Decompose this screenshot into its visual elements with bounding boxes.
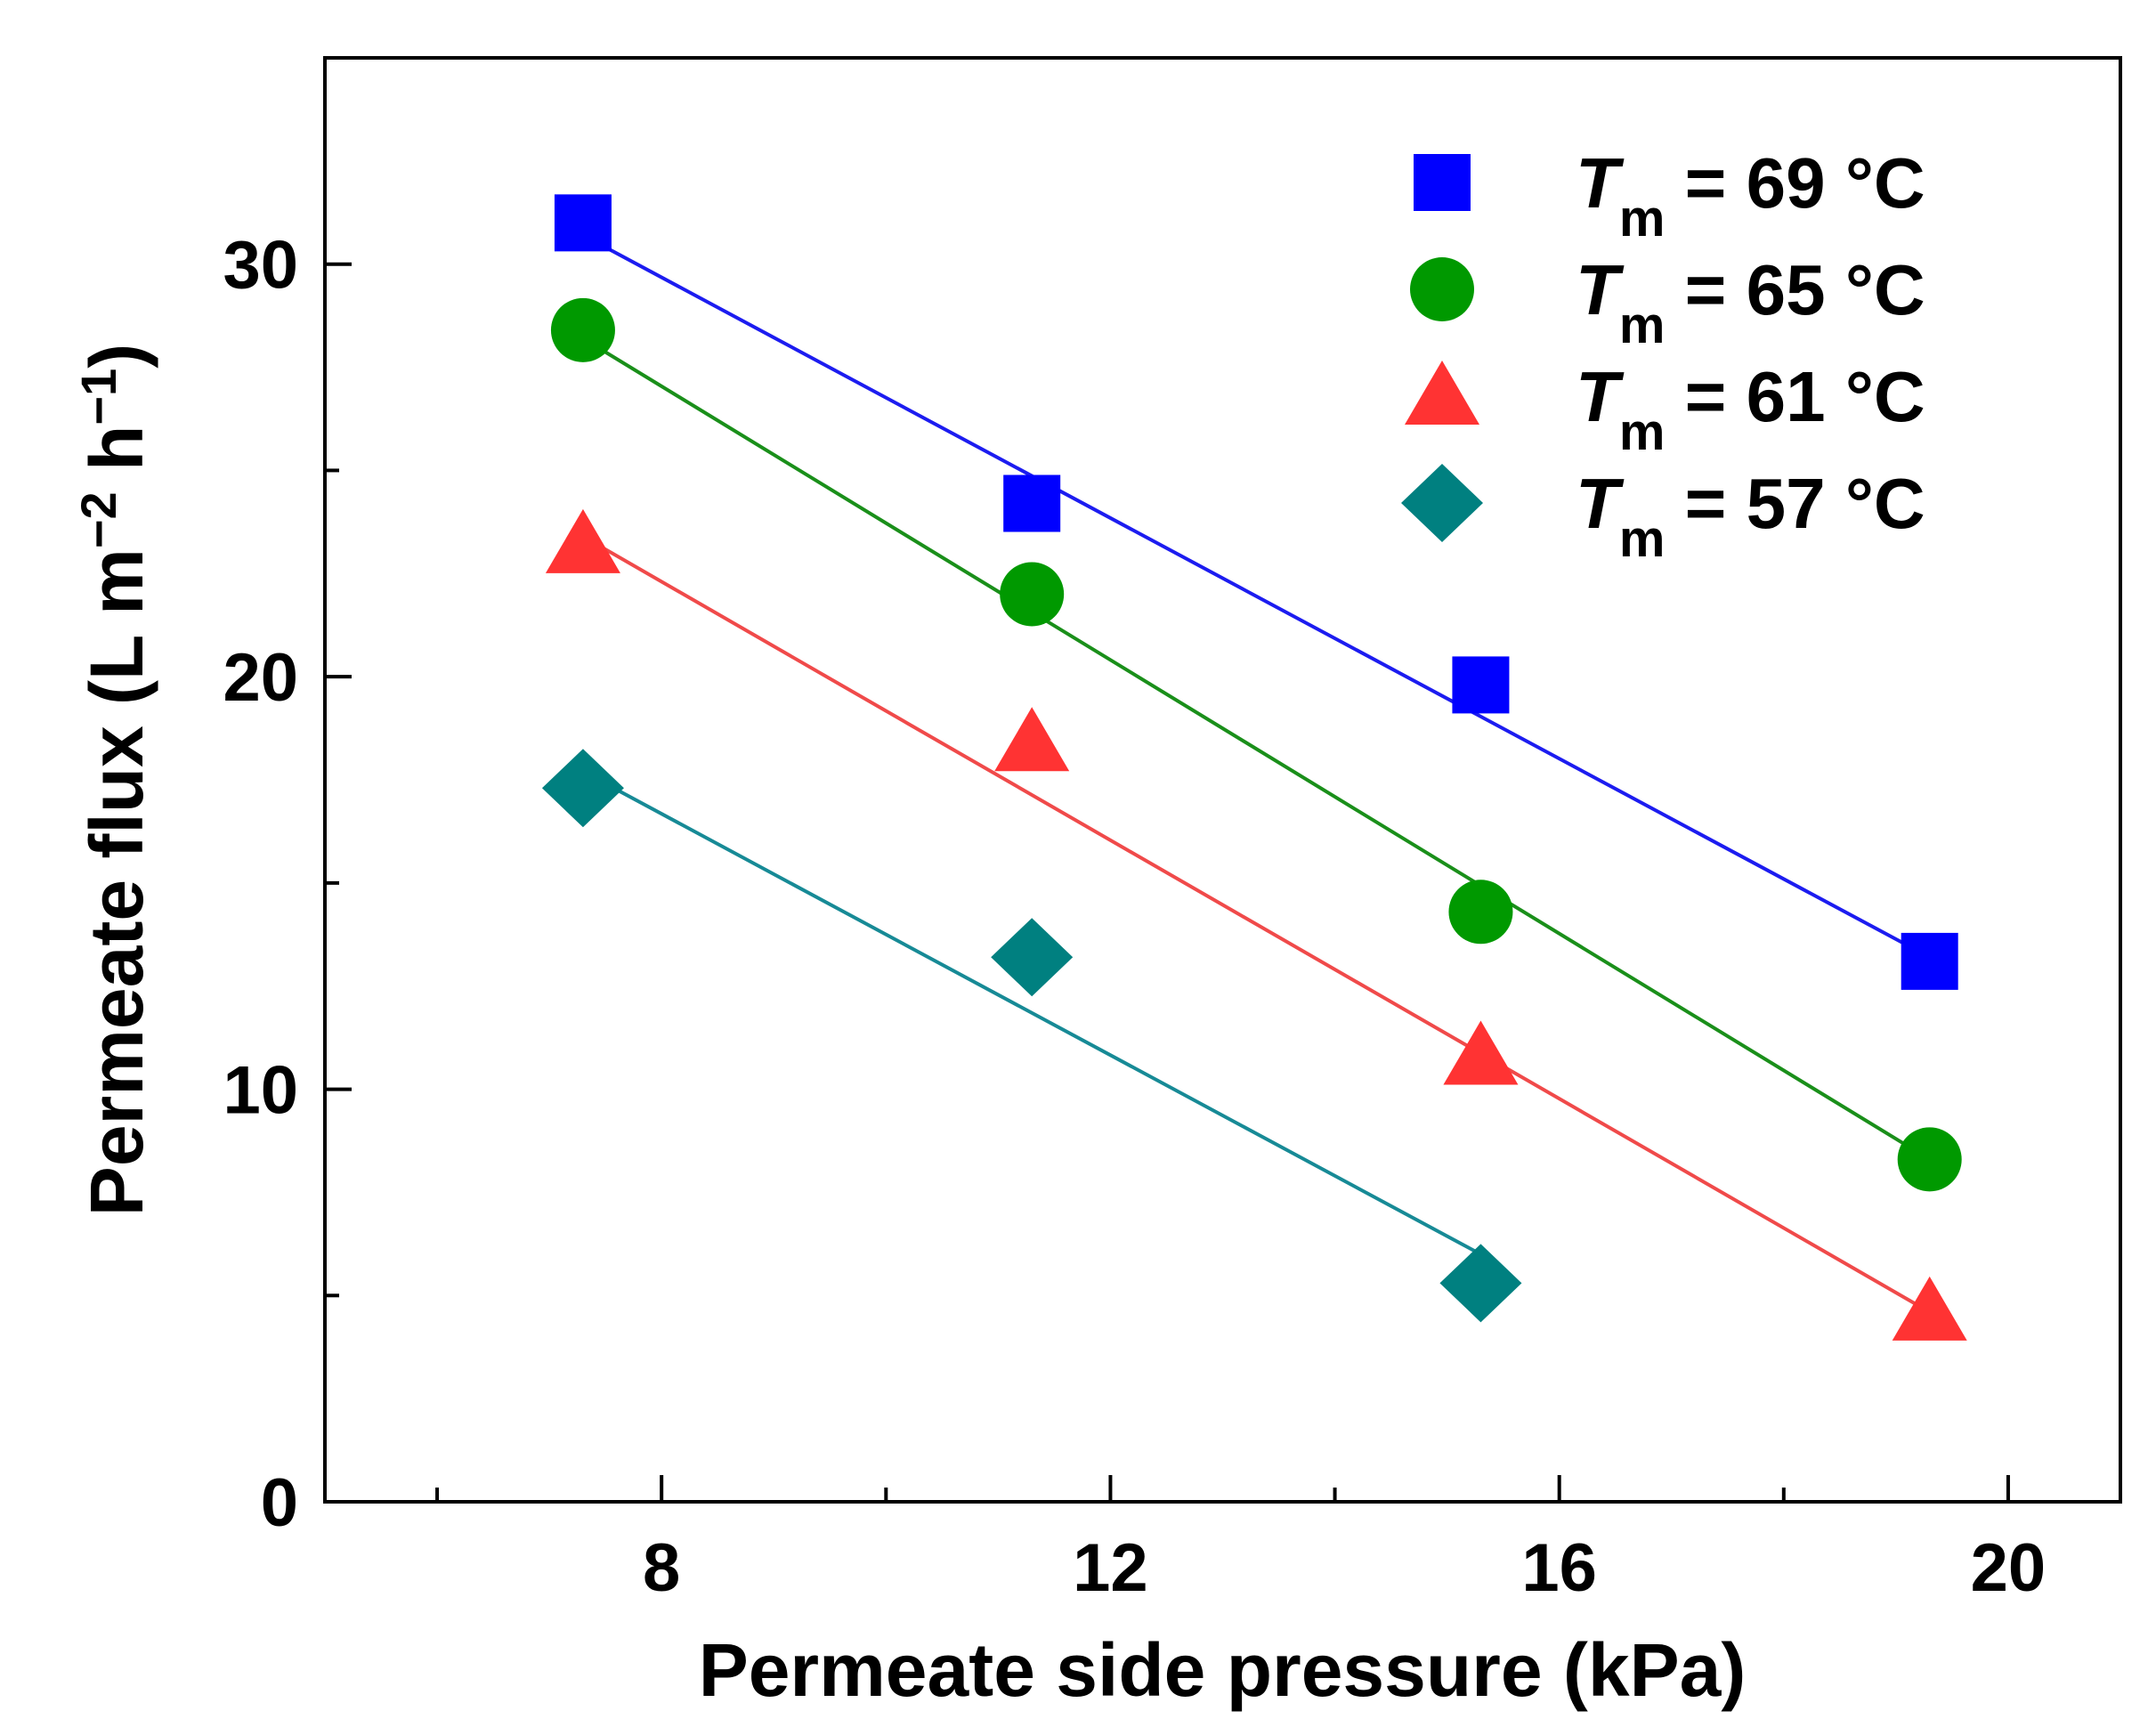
- legend-marker-triangle: [1405, 361, 1479, 425]
- fit-line-series-3: [581, 534, 1931, 1314]
- plot-frame: [323, 56, 2122, 1504]
- y-tick-label: 10: [223, 1053, 298, 1129]
- data-point-square: [1003, 474, 1061, 532]
- y-axis-title-suffix: ): [75, 344, 158, 369]
- data-points: [541, 194, 1967, 1341]
- x-tick-label: 16: [1521, 1530, 1597, 1606]
- legend-label-var: T: [1576, 143, 1625, 223]
- legend-marker-circle: [1410, 257, 1474, 321]
- data-point-circle: [1897, 1127, 1962, 1192]
- legend-label-value: = 57 °C: [1665, 464, 1925, 543]
- x-tick-label: 8: [643, 1530, 680, 1606]
- legend-label: Tm = 65 °C: [1576, 250, 1925, 354]
- x-axis-title: Permeate side pressure (kPa): [699, 1628, 1747, 1712]
- legend-label: Tm = 69 °C: [1576, 143, 1925, 247]
- data-point-circle: [550, 297, 615, 362]
- x-tick-label: 20: [1971, 1530, 2047, 1606]
- data-point-circle: [1448, 880, 1513, 945]
- data-point-diamond: [541, 749, 624, 828]
- data-point-triangle: [994, 707, 1070, 772]
- fit-line-series-4: [581, 769, 1482, 1256]
- legend-marker-diamond: [1401, 464, 1483, 542]
- y-tick-label: 0: [261, 1465, 298, 1541]
- legend-label-sub: m: [1619, 190, 1666, 247]
- y-axis-title-exp2: −1: [70, 369, 126, 426]
- y-axis-title-exp1: −2: [70, 491, 126, 548]
- fit-line-series-2: [581, 337, 1931, 1162]
- data-point-diamond: [1439, 1244, 1522, 1323]
- legend-label-value: = 61 °C: [1665, 357, 1925, 436]
- data-point-triangle: [1443, 1020, 1519, 1085]
- legend-label-sub: m: [1619, 403, 1666, 461]
- legend-label-value: = 65 °C: [1665, 250, 1925, 329]
- x-tick-label: 12: [1073, 1530, 1148, 1606]
- legend-marker-square: [1414, 154, 1471, 211]
- data-point-diamond: [991, 918, 1074, 997]
- data-point-triangle: [545, 508, 620, 573]
- y-axis-title-mid: h: [75, 426, 158, 492]
- legend-label: Tm = 57 °C: [1576, 464, 1925, 568]
- axes: 8 12 16 20 0 10 20 30: [223, 228, 2046, 1606]
- legend-label-var: T: [1576, 357, 1625, 436]
- legend: Tm = 69 °CTm = 65 °CTm = 61 °CTm = 57 °C: [1401, 143, 1925, 568]
- fit-line-series-1: [581, 233, 1931, 960]
- y-axis-title: Permeate flux (L m−2 h−1): [70, 344, 158, 1216]
- data-point-circle: [1000, 562, 1065, 627]
- legend-label-sub: m: [1619, 510, 1666, 568]
- y-axis-title-prefix: Permeate flux (L m: [75, 548, 158, 1216]
- legend-label: Tm = 61 °C: [1576, 357, 1925, 461]
- data-point-triangle: [1892, 1276, 1967, 1341]
- y-tick-label: 30: [223, 228, 298, 304]
- legend-label-var: T: [1576, 464, 1625, 543]
- data-point-square: [1452, 656, 1510, 714]
- legend-label-value: = 69 °C: [1665, 143, 1925, 223]
- legend-label-var: T: [1576, 250, 1625, 329]
- y-tick-label: 20: [223, 640, 298, 716]
- legend-label-sub: m: [1619, 296, 1666, 354]
- data-point-square: [1901, 932, 1958, 990]
- data-point-square: [554, 194, 612, 252]
- fit-lines: [581, 233, 1931, 1314]
